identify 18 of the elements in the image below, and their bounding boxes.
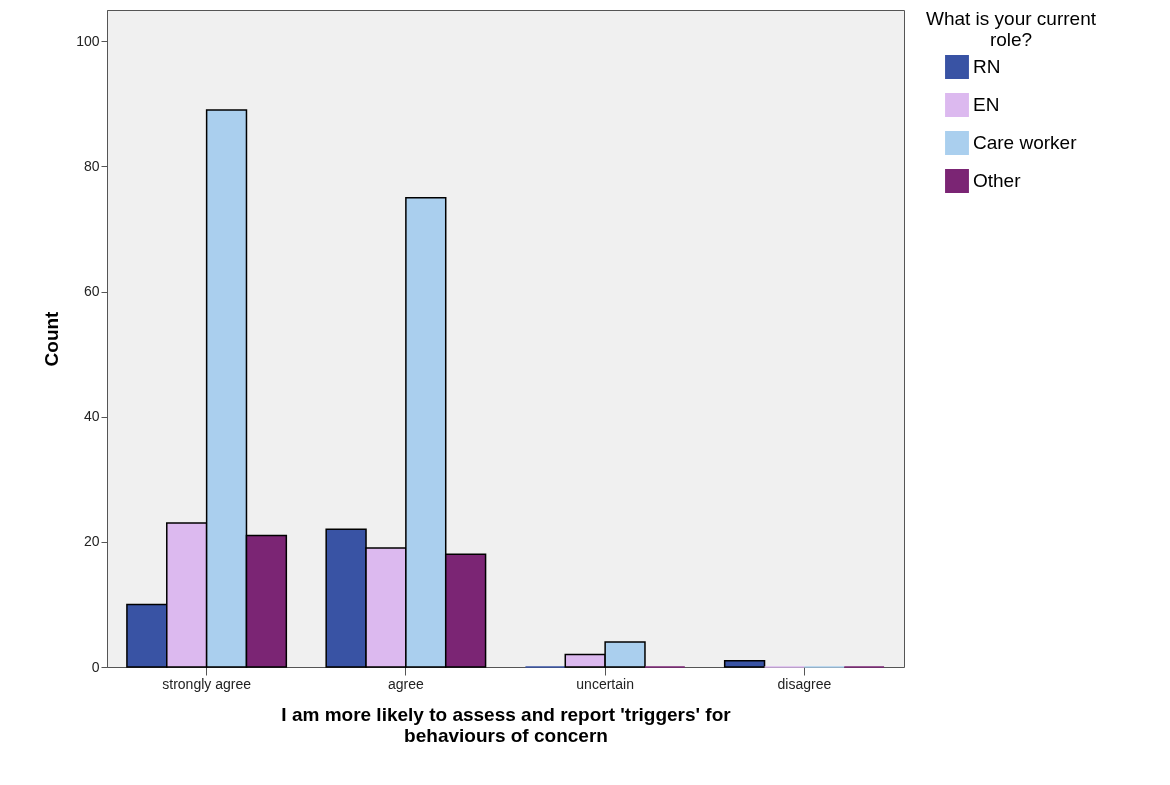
x-tick-label: uncertain (576, 675, 634, 692)
y-tick-label: 40 (83, 408, 100, 425)
x-tick-label: strongly agree (162, 675, 252, 692)
legend-label: EN (973, 94, 1000, 115)
y-axis-title: Count (41, 310, 63, 367)
legend-label: Other (973, 170, 1022, 191)
y-tick-label: 60 (83, 283, 100, 300)
y-tick-label: 100 (76, 32, 100, 49)
y-tick-label: 20 (83, 533, 100, 550)
x-axis-title: I am more likely to assess and report 'triggers' for behaviours of concern (281, 703, 732, 746)
y-tick-label: 80 (83, 157, 100, 174)
legend-title: What is your current role? (926, 8, 1097, 50)
x-tick-label: disagree (777, 675, 832, 692)
legend-label: RN (973, 56, 1001, 77)
legend-label: Care worker (973, 132, 1078, 153)
y-tick-label: 0 (91, 658, 100, 675)
bar (723, 659, 766, 668)
x-tick-label: agree (387, 675, 424, 692)
